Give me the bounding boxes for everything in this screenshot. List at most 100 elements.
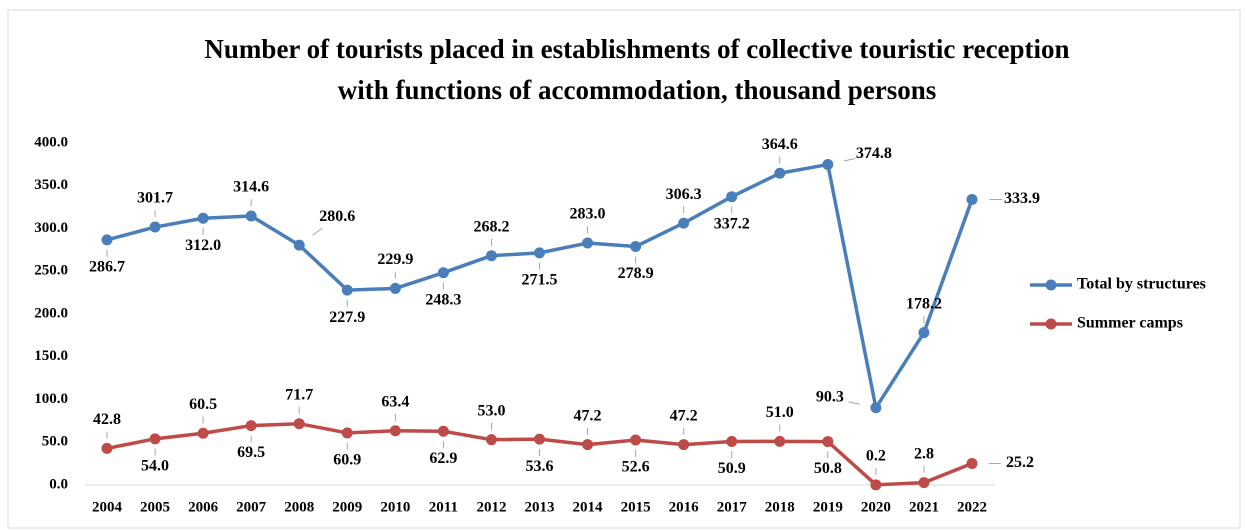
legend-marker xyxy=(1045,279,1057,291)
legend-label: Total by structures xyxy=(1077,276,1206,293)
x-tick-label: 2013 xyxy=(525,499,555,515)
marker xyxy=(293,239,305,251)
marker xyxy=(630,434,642,446)
data-label: 42.8 xyxy=(93,411,121,428)
x-tick-label: 2021 xyxy=(909,499,939,515)
data-label: 53.6 xyxy=(526,458,554,475)
data-label: 63.4 xyxy=(381,393,409,410)
x-tick-label: 2017 xyxy=(717,499,748,515)
y-tick-label: 250.0 xyxy=(34,263,68,279)
marker xyxy=(726,191,738,203)
marker xyxy=(726,435,738,447)
data-label: 60.5 xyxy=(189,396,217,413)
marker xyxy=(197,427,209,439)
marker xyxy=(245,420,257,432)
data-label: 374.8 xyxy=(856,145,892,162)
data-label: 2.8 xyxy=(914,445,934,462)
data-label: 306.3 xyxy=(666,186,702,203)
x-tick-label: 2007 xyxy=(236,499,267,515)
data-label: 268.2 xyxy=(473,218,509,235)
legend-marker xyxy=(1045,318,1057,330)
data-label: 0.2 xyxy=(866,448,886,465)
leader-line xyxy=(843,158,856,162)
y-tick-label: 150.0 xyxy=(34,348,68,364)
y-tick-label: 400.0 xyxy=(34,134,68,150)
marker xyxy=(822,436,834,448)
x-tick-label: 2008 xyxy=(284,499,314,515)
marker xyxy=(293,418,305,430)
data-label: 248.3 xyxy=(425,291,461,308)
marker xyxy=(918,477,930,489)
marker xyxy=(389,282,401,294)
data-label: 271.5 xyxy=(522,272,558,289)
data-label: 47.2 xyxy=(574,407,602,424)
x-tick-label: 2011 xyxy=(429,499,458,515)
x-tick-label: 2018 xyxy=(765,499,795,515)
legend-label: Summer camps xyxy=(1077,315,1183,332)
marker xyxy=(678,217,690,229)
x-tick-label: 2004 xyxy=(92,499,123,515)
marker xyxy=(245,210,257,222)
data-label: 54.0 xyxy=(141,458,169,475)
marker xyxy=(966,457,978,469)
data-label: 278.9 xyxy=(618,265,654,282)
x-tick-label: 2020 xyxy=(861,499,891,515)
marker xyxy=(197,212,209,224)
marker xyxy=(774,435,786,447)
data-label: 53.0 xyxy=(477,402,505,419)
x-tick-label: 2010 xyxy=(380,499,410,515)
data-label: 229.9 xyxy=(377,251,413,268)
data-label: 337.2 xyxy=(714,215,750,232)
x-tick-label: 2022 xyxy=(957,499,987,515)
data-label: 301.7 xyxy=(137,190,173,207)
marker xyxy=(485,434,497,446)
y-tick-label: 0.0 xyxy=(49,476,68,492)
marker xyxy=(822,159,834,171)
chart-title: with functions of accommodation, thousan… xyxy=(338,75,937,105)
data-label: 286.7 xyxy=(89,259,125,276)
marker xyxy=(870,479,882,491)
data-label: 314.6 xyxy=(233,179,269,196)
data-label: 60.9 xyxy=(333,452,361,469)
marker xyxy=(101,442,113,454)
data-label: 25.2 xyxy=(1006,454,1034,471)
marker xyxy=(966,194,978,206)
data-label: 71.7 xyxy=(285,386,313,403)
marker xyxy=(870,402,882,414)
y-tick-label: 100.0 xyxy=(34,391,68,407)
y-tick-label: 350.0 xyxy=(34,177,68,193)
marker xyxy=(149,433,161,445)
marker xyxy=(389,425,401,437)
marker xyxy=(437,267,449,279)
x-tick-label: 2012 xyxy=(476,499,506,515)
x-tick-label: 2014 xyxy=(573,499,604,515)
marker xyxy=(534,247,545,259)
marker xyxy=(437,425,449,437)
marker xyxy=(918,327,930,339)
marker xyxy=(341,284,353,296)
leader-line xyxy=(312,227,323,236)
chart-title: Number of tourists placed in establishme… xyxy=(204,34,1069,64)
data-label: 280.6 xyxy=(319,208,355,225)
marker xyxy=(774,167,786,179)
data-label: 51.0 xyxy=(766,404,794,421)
x-tick-label: 2015 xyxy=(621,499,651,515)
y-tick-label: 50.0 xyxy=(42,434,68,450)
data-label: 227.9 xyxy=(329,309,365,326)
y-tick-label: 300.0 xyxy=(34,220,68,236)
data-label: 90.3 xyxy=(816,388,844,405)
data-label: 178.2 xyxy=(906,295,942,312)
data-label: 62.9 xyxy=(429,450,457,467)
marker xyxy=(149,221,161,233)
data-label: 50.9 xyxy=(718,460,746,477)
marker xyxy=(485,250,497,262)
marker xyxy=(341,427,353,439)
data-label: 50.8 xyxy=(814,460,842,477)
data-label: 333.9 xyxy=(1004,190,1040,207)
data-label: 283.0 xyxy=(570,206,606,223)
data-label: 312.0 xyxy=(185,237,221,254)
x-tick-label: 2019 xyxy=(813,499,843,515)
marker xyxy=(630,241,642,253)
x-tick-label: 2009 xyxy=(332,499,362,515)
